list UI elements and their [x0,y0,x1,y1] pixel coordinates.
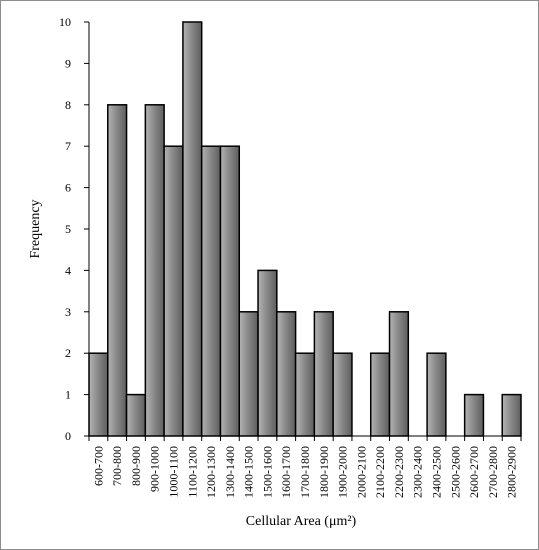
x-tick-label: 2100-2200 [373,446,387,498]
y-tick-label: 7 [65,139,71,153]
bar-1400-1500 [238,311,259,437]
bar-1200-1300 [200,145,222,437]
bar-1100-1200 [182,21,203,437]
y-tick-label: 4 [65,263,71,277]
x-tick-label: 600-700 [91,446,105,486]
bar-700-800 [107,104,128,437]
y-tick-label: 1 [65,388,71,402]
bar-1000-1100 [163,145,184,437]
x-tick-label: 1100-1200 [185,446,199,498]
bar-600-700 [88,352,109,437]
bar-2400-2500 [426,352,447,437]
bar-2800-2900 [501,393,522,437]
x-tick-label: 1000-1100 [167,446,181,498]
bar-900-1000 [144,104,165,437]
bar-1700-1800 [294,352,316,437]
y-axis-title: Frequency [28,199,43,258]
x-tick-label: 2300-2400 [411,446,425,498]
x-tick-label: 900-1000 [148,446,162,492]
y-tick-label: 10 [59,15,71,29]
bar-1300-1400 [219,145,241,437]
x-axis: 600-700 700-800 800-900 900-1000 1000-1100 11… [88,435,522,498]
x-tick-label: 2700-2800 [486,446,500,498]
y-tick-label: 9 [65,56,71,70]
x-tick-label: 2500-2600 [448,446,462,498]
x-tick-label: 1400-1500 [242,446,256,498]
x-tick-label: 1300-1400 [223,446,237,498]
x-tick-label: 1900-2000 [336,446,350,498]
x-tick-label: 1700-1800 [298,446,312,498]
x-tick-label: 2800-2900 [505,446,519,498]
x-tick-label: 1500-1600 [260,446,274,498]
bar-1800-1900 [313,311,334,437]
bars [88,21,522,437]
x-tick-label: 2600-2700 [467,446,481,498]
x-tick-label: 2400-2500 [429,446,443,498]
x-tick-label: 2000-2100 [354,446,368,498]
bar-2600-2700 [463,393,485,437]
y-tick-label: 3 [65,305,71,319]
bar-2100-2200 [369,352,391,437]
bar-1500-1600 [257,269,278,437]
y-tick-label: 8 [65,98,71,112]
bar-800-900 [125,393,147,437]
x-tick-label: 800-900 [129,446,143,486]
y-axis: 0 1 2 3 4 5 6 7 8 9 10 [59,15,90,443]
x-tick-label: 2200-2300 [392,446,406,498]
bar-1600-1700 [276,311,297,437]
y-tick-label: 0 [65,429,71,443]
x-tick-label: 1200-1300 [204,446,218,498]
y-tick-label: 2 [65,346,71,360]
bar-1900-2000 [332,352,353,437]
x-tick-label: 1600-1700 [279,446,293,498]
y-tick-label: 6 [65,181,71,195]
bar-2200-2300 [388,311,410,437]
y-tick-label: 5 [65,222,71,236]
x-axis-title: Cellular Area (μm²) [246,514,357,529]
x-tick-label: 700-800 [110,446,124,486]
x-tick-label: 1800-1900 [317,446,331,498]
